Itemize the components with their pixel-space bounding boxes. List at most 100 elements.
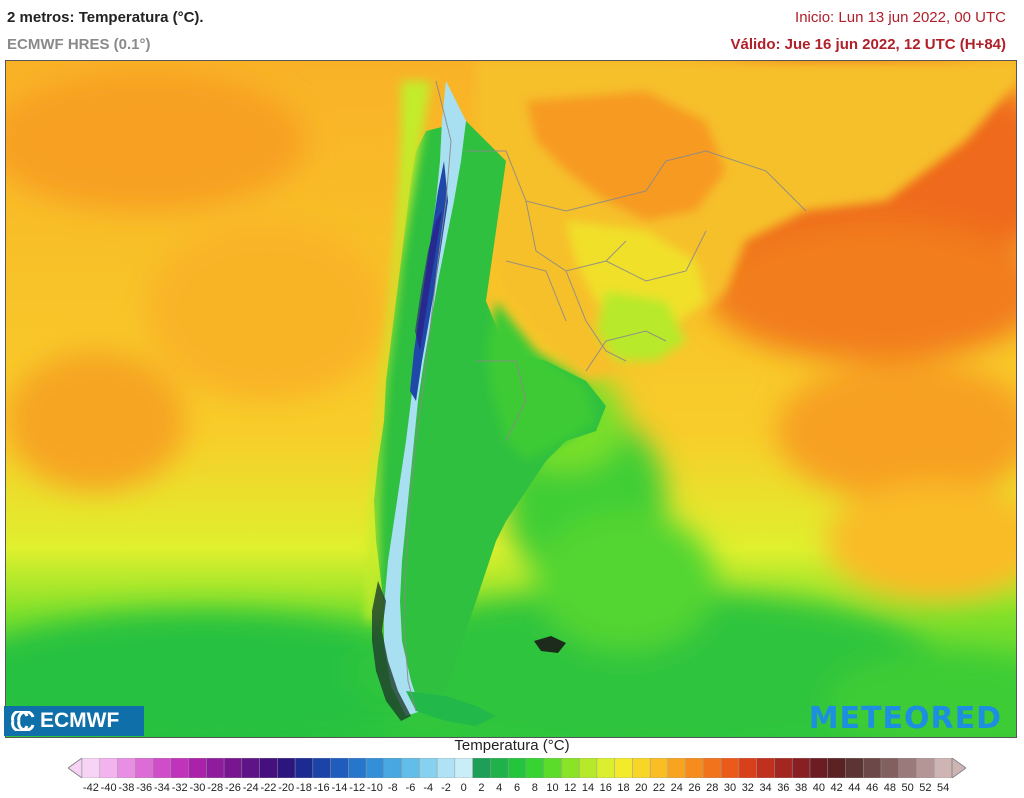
- valid-time: Válido: Jue 16 jun 2022, 12 UTC (H+84): [730, 36, 1006, 53]
- ecmwf-logo: ECMWF: [4, 706, 144, 736]
- scale-label: -6: [405, 782, 416, 794]
- scale-label: 28: [706, 782, 719, 794]
- scale-label: 20: [635, 782, 648, 794]
- scale-label: 44: [848, 782, 861, 794]
- scale-swatch: [241, 758, 261, 778]
- scale-label: -18: [295, 782, 312, 794]
- meteored-logo: METEORED: [808, 701, 1002, 736]
- scale-label: 26: [688, 782, 701, 794]
- scale-label: 38: [794, 782, 808, 794]
- scale-swatch: [188, 758, 207, 778]
- scale-swatch: [703, 758, 722, 778]
- model-label: ECMWF HRES (0.1°): [7, 36, 151, 53]
- scale-label: -24: [242, 782, 259, 794]
- scale-label: 36: [777, 782, 790, 794]
- scale-arrow-left: [68, 758, 83, 778]
- scale-swatch: [419, 758, 438, 778]
- scale-label: -40: [100, 782, 117, 794]
- scale-swatch: [81, 758, 101, 778]
- scale-swatch: [294, 758, 314, 778]
- scale-label: -2: [441, 782, 451, 794]
- ecmwf-mark-icon: [10, 709, 36, 733]
- scale-label: 18: [617, 782, 630, 794]
- scale-swatch: [170, 758, 190, 778]
- scale-swatch: [933, 758, 953, 778]
- scale-label: -38: [118, 782, 135, 794]
- scale-swatch: [685, 758, 704, 778]
- scale-swatch: [348, 758, 367, 778]
- scale-label: 34: [759, 782, 772, 794]
- scale-label: -28: [207, 782, 224, 794]
- scale-swatch: [507, 758, 527, 778]
- init-time: Inicio: Lun 13 jun 2022, 00 UTC: [795, 9, 1006, 26]
- scale-swatch: [738, 758, 758, 778]
- scale-swatch: [401, 758, 420, 778]
- scale-label: -26: [224, 782, 241, 794]
- scale-label: 24: [670, 782, 683, 794]
- scale-swatch: [206, 758, 225, 778]
- scale-label: 40: [812, 782, 825, 794]
- scale-label: 16: [599, 782, 612, 794]
- legend-title: Temperatura (°C): [454, 737, 570, 754]
- scale-swatch: [827, 758, 847, 778]
- scale-label: 4: [496, 782, 503, 794]
- scale-swatch: [596, 758, 616, 778]
- scale-swatch: [312, 758, 332, 778]
- scale-label: -36: [136, 782, 153, 794]
- scale-label: -8: [387, 782, 398, 794]
- scale-swatch: [898, 758, 918, 778]
- scale-swatch: [259, 758, 278, 778]
- scale-swatch: [809, 758, 829, 778]
- scale-swatch: [862, 758, 882, 778]
- scale-label: 8: [531, 782, 538, 794]
- temperature-map[interactable]: [5, 60, 1017, 738]
- scale-swatch: [436, 758, 456, 778]
- scale-swatch: [135, 758, 154, 778]
- scale-swatch: [330, 758, 349, 778]
- scale-label: 14: [581, 782, 595, 794]
- scale-label: 12: [564, 782, 577, 794]
- scale-swatch: [916, 758, 935, 778]
- scale-label: 2: [478, 782, 485, 794]
- scale-label: 22: [652, 782, 666, 794]
- scale-swatch: [99, 758, 119, 778]
- ecmwf-logo-text: ECMWF: [40, 709, 120, 732]
- scale-label: -42: [82, 782, 99, 794]
- scale-swatch: [117, 758, 136, 778]
- scale-swatch: [543, 758, 562, 778]
- scale-label: 54: [936, 782, 950, 794]
- scale-label: -22: [260, 782, 277, 794]
- scale-label: -12: [349, 782, 366, 794]
- scale-swatch: [880, 758, 900, 778]
- scale-swatch: [561, 758, 580, 778]
- scale-swatch: [632, 758, 651, 778]
- scale-swatch: [365, 758, 385, 778]
- scale-swatch: [845, 758, 864, 778]
- scale-label: 42: [830, 782, 843, 794]
- scale-swatch: [525, 758, 545, 778]
- scale-label: -14: [331, 782, 348, 794]
- scale-swatch: [649, 758, 669, 778]
- scale-label: 10: [546, 782, 559, 794]
- scale-swatch: [720, 758, 740, 778]
- scale-swatch: [490, 758, 509, 778]
- scale-swatch: [152, 758, 172, 778]
- scale-arrow-right: [951, 758, 966, 778]
- scale-swatch: [277, 758, 296, 778]
- scale-swatch: [614, 758, 633, 778]
- scale-label: -30: [189, 782, 206, 794]
- scale-label: 6: [513, 782, 521, 794]
- chart-title: 2 metros: Temperatura (°C).: [7, 9, 204, 26]
- scale-swatch: [454, 758, 474, 778]
- scale-label: 30: [723, 782, 737, 794]
- scale-swatch: [578, 758, 598, 778]
- scale-label: 50: [901, 782, 914, 794]
- scale-label: 0: [460, 782, 467, 794]
- scale-swatch: [774, 758, 793, 778]
- scale-label: -20: [278, 782, 295, 794]
- scale-label: 52: [919, 782, 932, 794]
- scale-label: -10: [367, 782, 383, 794]
- scale-swatch: [383, 758, 403, 778]
- scale-swatch: [791, 758, 811, 778]
- scale-label: 46: [865, 782, 879, 794]
